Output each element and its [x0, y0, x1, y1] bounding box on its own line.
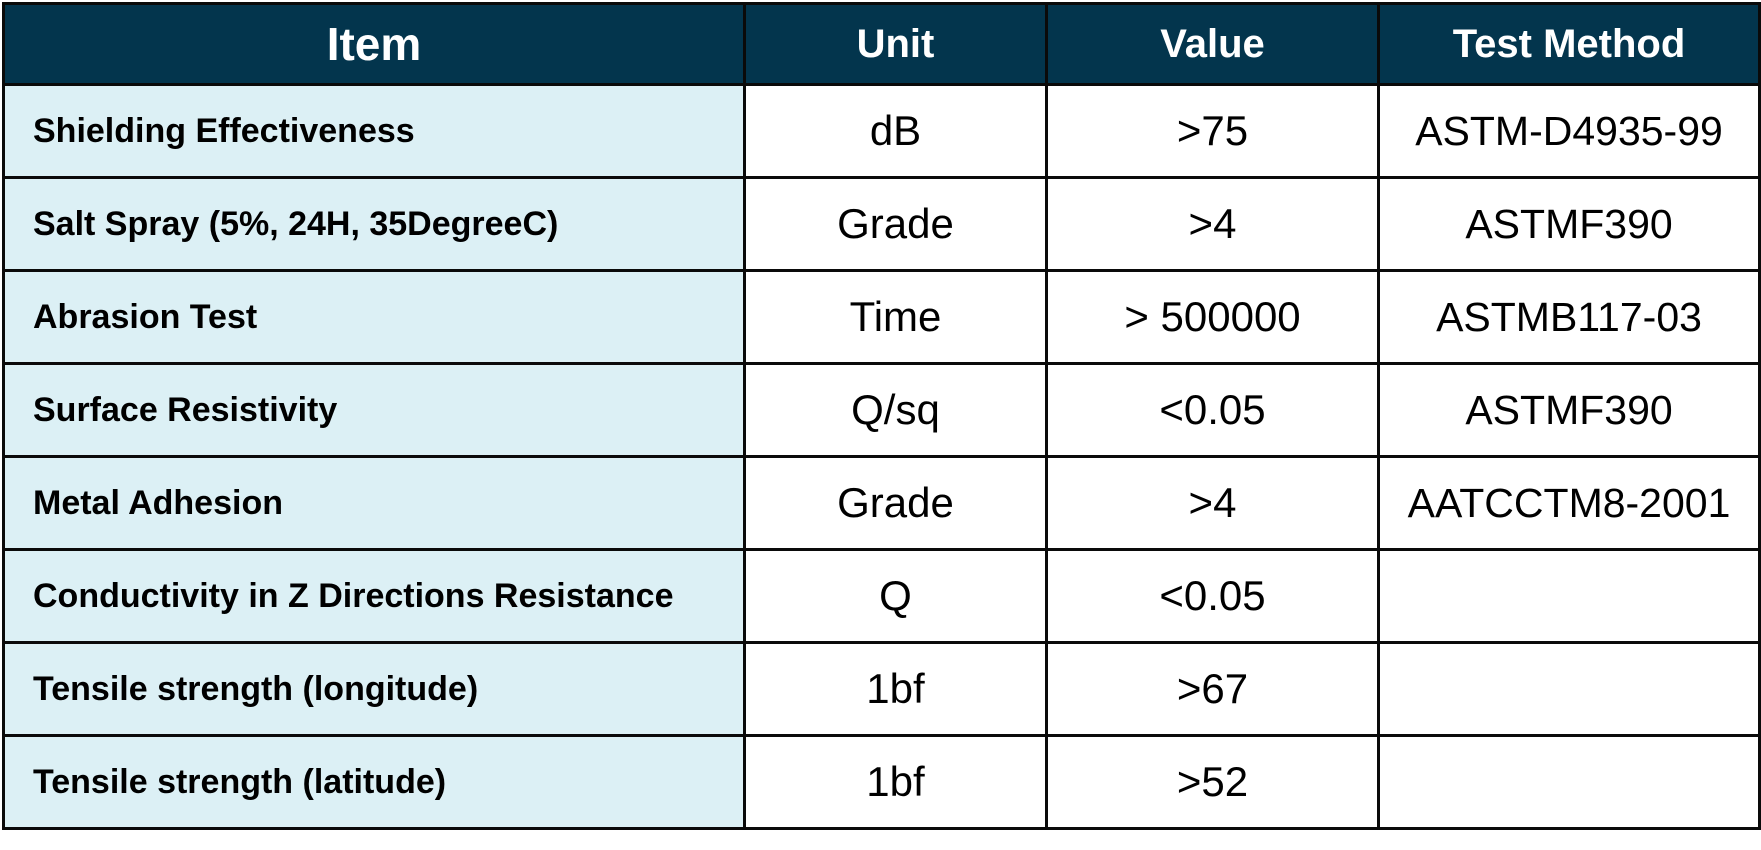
table-row: Metal Adhesion Grade >4 AATCCTM8-2001 — [2, 455, 1761, 551]
table-row: Tensile strength (longitude) 1bf >67 — [2, 641, 1761, 737]
test-method-cell — [1377, 641, 1761, 737]
header-test-method: Test Method — [1377, 2, 1761, 86]
item-cell: Conductivity in Z Directions Resistance — [2, 548, 746, 644]
header-row: Item Unit Value Test Method — [2, 2, 1761, 86]
item-cell: Abrasion Test — [2, 269, 746, 365]
unit-cell: 1bf — [743, 734, 1048, 830]
table-row: Surface Resistivity Q/sq <0.05 ASTMF390 — [2, 362, 1761, 458]
table-row: Shielding Effectiveness dB >75 ASTM-D493… — [2, 83, 1761, 179]
item-cell: Salt Spray (5%, 24H, 35DegreeC) — [2, 176, 746, 272]
table-body: Shielding Effectiveness dB >75 ASTM-D493… — [2, 83, 1761, 830]
test-method-cell: ASTMF390 — [1377, 362, 1761, 458]
header-item: Item — [2, 2, 746, 86]
value-cell: > 500000 — [1045, 269, 1380, 365]
unit-cell: Q/sq — [743, 362, 1048, 458]
value-cell: >52 — [1045, 734, 1380, 830]
unit-cell: dB — [743, 83, 1048, 179]
item-cell: Metal Adhesion — [2, 455, 746, 551]
test-method-cell: AATCCTM8-2001 — [1377, 455, 1761, 551]
test-method-cell: ASTMF390 — [1377, 176, 1761, 272]
table-header: Item Unit Value Test Method — [2, 2, 1761, 86]
value-cell: <0.05 — [1045, 362, 1380, 458]
test-method-cell: ASTMB117-03 — [1377, 269, 1761, 365]
table-row: Tensile strength (latitude) 1bf >52 — [2, 734, 1761, 830]
unit-cell: Grade — [743, 455, 1048, 551]
item-cell: Tensile strength (longitude) — [2, 641, 746, 737]
value-cell: <0.05 — [1045, 548, 1380, 644]
unit-cell: 1bf — [743, 641, 1048, 737]
header-unit: Unit — [743, 2, 1048, 86]
unit-cell: Grade — [743, 176, 1048, 272]
item-cell: Surface Resistivity — [2, 362, 746, 458]
item-cell: Tensile strength (latitude) — [2, 734, 746, 830]
value-cell: >75 — [1045, 83, 1380, 179]
spec-table: Item Unit Value Test Method Shielding Ef… — [2, 2, 1761, 830]
item-cell: Shielding Effectiveness — [2, 83, 746, 179]
value-cell: >4 — [1045, 455, 1380, 551]
table-row: Conductivity in Z Directions Resistance … — [2, 548, 1761, 644]
header-value: Value — [1045, 2, 1380, 86]
unit-cell: Time — [743, 269, 1048, 365]
test-method-cell — [1377, 734, 1761, 830]
value-cell: >67 — [1045, 641, 1380, 737]
unit-cell: Q — [743, 548, 1048, 644]
value-cell: >4 — [1045, 176, 1380, 272]
table-row: Abrasion Test Time > 500000 ASTMB117-03 — [2, 269, 1761, 365]
test-method-cell — [1377, 548, 1761, 644]
table-row: Salt Spray (5%, 24H, 35DegreeC) Grade >4… — [2, 176, 1761, 272]
test-method-cell: ASTM-D4935-99 — [1377, 83, 1761, 179]
